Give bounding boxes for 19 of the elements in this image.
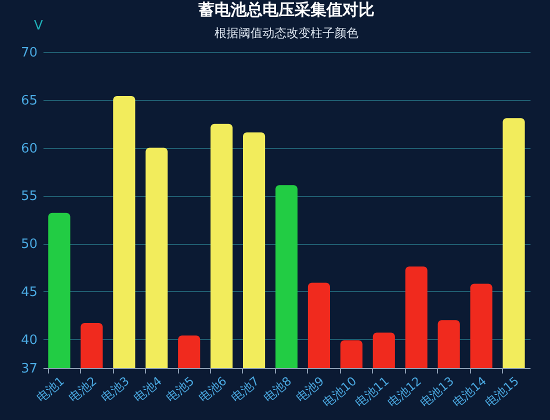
x-tick-label: 电池8 <box>260 374 294 406</box>
chart-title: 蓄电池总电压采集值对比 <box>198 0 374 19</box>
y-tick-label: 37 <box>20 362 38 376</box>
y-tick-label: 70 <box>20 46 38 60</box>
x-tick-label: 电池6 <box>196 374 230 406</box>
y-tick-label: 45 <box>20 284 38 300</box>
x-tick-label: 电池3 <box>98 374 132 406</box>
y-axis-title: V <box>34 18 44 34</box>
y-tick-label: 60 <box>20 141 38 156</box>
x-tick-label: 电池4 <box>131 374 164 406</box>
y-tick-label: 40 <box>20 332 38 348</box>
x-tick-label: 电池7 <box>228 374 262 406</box>
y-tick-label: 65 <box>20 93 38 108</box>
x-tick-label: 电池2 <box>66 374 100 406</box>
y-tick-label: 50 <box>20 237 38 252</box>
y-tick-label: 55 <box>20 189 38 204</box>
x-tick-label: 电池1 <box>34 374 67 406</box>
x-tick-label: 电池5 <box>164 374 197 406</box>
chart-subtitle: 根据阈值动态改变柱子颜色 <box>214 26 358 40</box>
